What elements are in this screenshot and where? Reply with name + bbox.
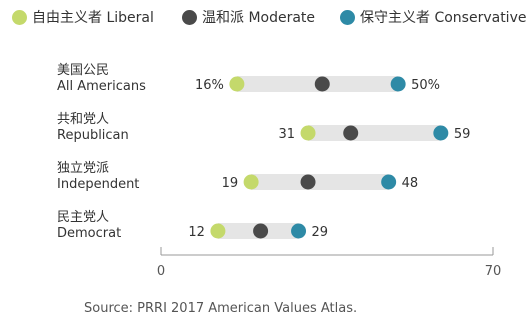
legend-swatch — [340, 9, 355, 25]
legend-label: 温和派 Moderate — [202, 10, 316, 26]
conservative-dot — [390, 76, 406, 92]
liberal-value-label: 16% — [195, 78, 224, 93]
legend-item: 自由主义者 Liberal — [12, 6, 154, 28]
category-label-cn: 美国公民 — [57, 63, 109, 78]
liberal-dot — [300, 125, 316, 141]
conservative-dot — [381, 174, 397, 190]
source-note: Source: PRRI 2017 American Values Atlas. — [84, 301, 358, 316]
moderate-dot — [343, 125, 359, 141]
legend-swatch — [182, 9, 197, 25]
liberal-dot — [210, 223, 226, 239]
moderate-dot — [314, 76, 330, 92]
category-label-cn: 共和党人 — [57, 112, 109, 127]
category-label-en: All Americans — [57, 79, 146, 94]
category-label-cn: 民主党人 — [57, 210, 109, 225]
category-label-cn: 独立党派 — [57, 161, 109, 176]
x-tick-label: 0 — [157, 264, 165, 279]
conservative-value-label: 48 — [402, 176, 419, 191]
conservative-dot — [433, 125, 449, 141]
moderate-dot — [253, 223, 269, 239]
legend-item: 保守主义者 Conservative — [340, 6, 526, 28]
liberal-value-label: 12 — [188, 225, 205, 240]
liberal-dot — [243, 174, 259, 190]
x-tick-label: 70 — [485, 264, 502, 279]
conservative-value-label: 29 — [312, 225, 329, 240]
liberal-value-label: 31 — [278, 127, 295, 142]
legend-label: 保守主义者 Conservative — [360, 10, 527, 26]
category-label-en: Democrat — [57, 226, 121, 241]
moderate-dot — [300, 174, 316, 190]
legend-swatch — [12, 9, 27, 25]
category-label-en: Republican — [57, 128, 129, 143]
legend: 自由主义者 Liberal 温和派 Moderate 保守主义者 Conservat… — [12, 6, 528, 28]
liberal-dot — [229, 76, 245, 92]
range-bar — [308, 125, 441, 141]
legend-item: 温和派 Moderate — [182, 6, 315, 28]
liberal-value-label: 19 — [222, 176, 239, 191]
category-label-en: Independent — [57, 177, 139, 192]
range-bar — [251, 174, 389, 190]
legend-label: 自由主义者 Liberal — [32, 10, 154, 26]
conservative-value-label: 50% — [411, 78, 440, 93]
conservative-value-label: 59 — [454, 127, 471, 142]
conservative-dot — [291, 223, 307, 239]
